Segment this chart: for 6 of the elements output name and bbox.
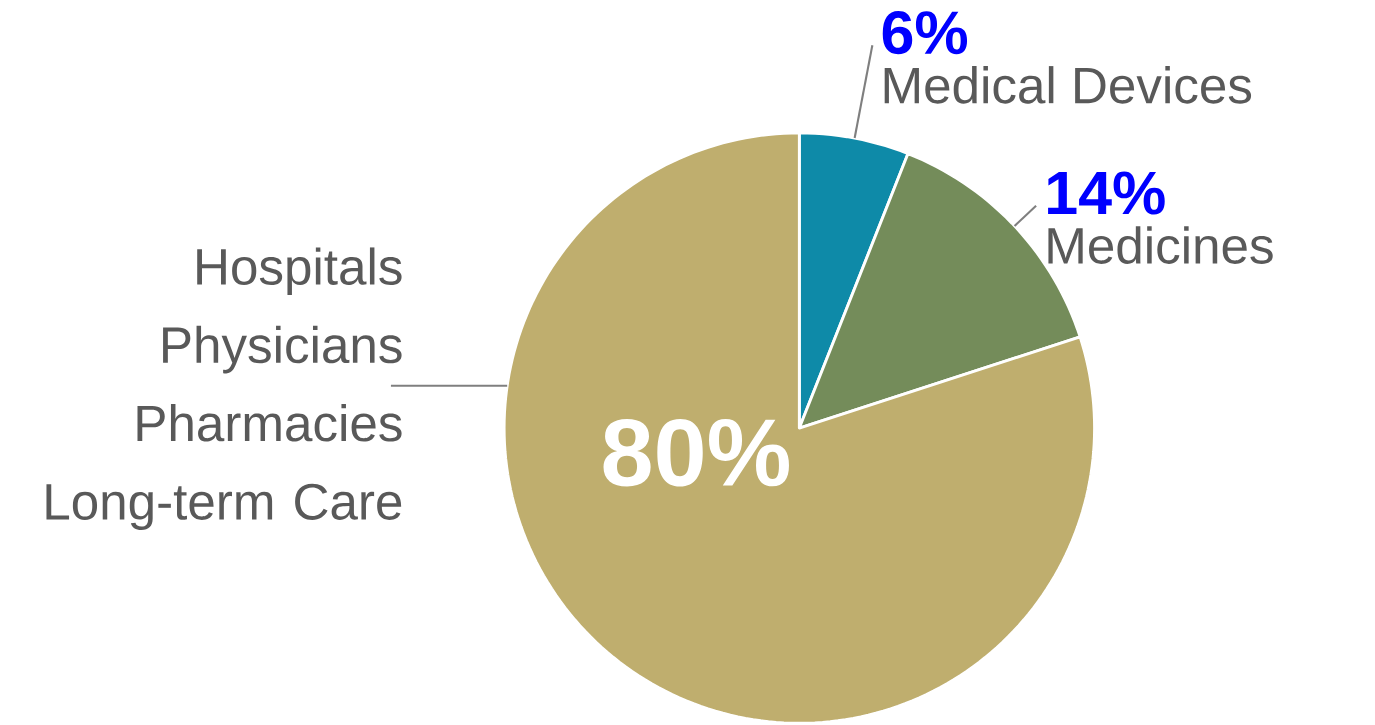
slice-label: Hospitals Physicians Pharmacies Long-term Care [46,247,402,531]
slice-label: Medical Devices [884,66,1252,104]
data-label: 6% [882,11,968,55]
data-label: 14% [1048,171,1165,215]
slice-label: Medicines [1048,226,1273,265]
data-label: 80% [603,419,789,487]
